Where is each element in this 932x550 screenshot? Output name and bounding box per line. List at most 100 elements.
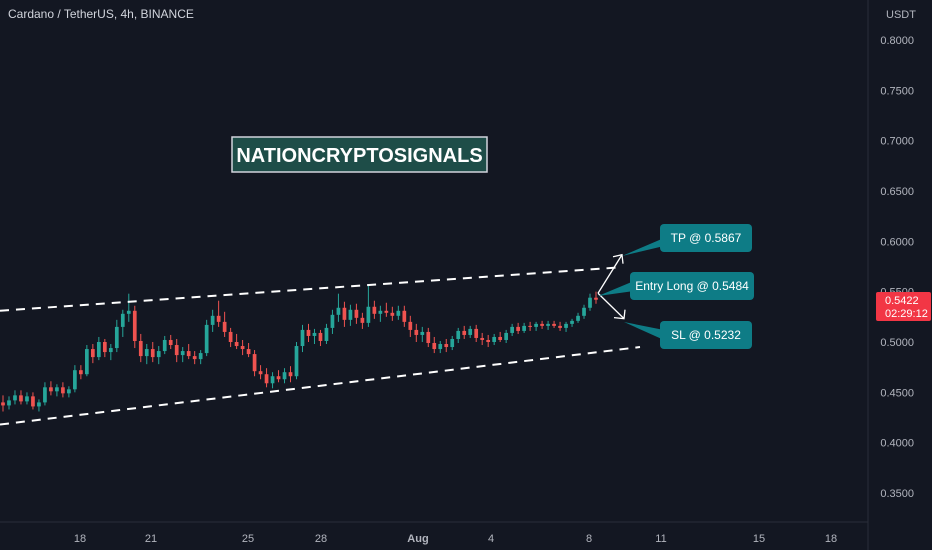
candle-body — [546, 323, 550, 326]
candle-body — [102, 342, 107, 353]
candle — [366, 284, 371, 327]
candle-body — [516, 326, 520, 331]
candle-body — [234, 342, 239, 347]
candle-body — [61, 387, 65, 394]
candle-body — [582, 307, 586, 316]
candle — [102, 338, 107, 358]
candle — [276, 370, 281, 383]
candle-body — [37, 402, 41, 407]
candle-body — [240, 346, 245, 350]
candle-body — [390, 312, 395, 316]
candle — [558, 321, 562, 331]
tp-callout-pointer — [622, 238, 664, 256]
candle — [348, 304, 353, 326]
candle — [450, 335, 455, 351]
symbol-title[interactable]: Cardano / TetherUS, 4h, BINANCE — [8, 7, 194, 21]
candle-body — [204, 324, 209, 354]
candle — [216, 300, 221, 327]
candle — [37, 399, 41, 412]
candle — [222, 311, 227, 337]
x-tick-label: 25 — [242, 533, 254, 545]
candle — [324, 323, 329, 345]
candle-body — [474, 328, 479, 338]
candle — [13, 390, 17, 405]
tp-callout-text: TP @ 0.5867 — [671, 231, 742, 245]
candle — [426, 327, 431, 348]
entry-callout[interactable]: Entry Long @ 0.5484 — [598, 272, 754, 300]
candle — [510, 323, 514, 336]
candle — [186, 344, 191, 360]
candle — [384, 302, 389, 317]
candle-body — [492, 336, 497, 342]
candle-body — [120, 313, 125, 327]
candle — [258, 365, 263, 380]
candle-body — [67, 389, 71, 394]
candle — [252, 350, 257, 377]
candle-body — [354, 309, 359, 318]
candle-body — [564, 323, 568, 328]
candle — [372, 300, 377, 319]
entry-callout-text: Entry Long @ 0.5484 — [635, 279, 749, 293]
candle — [120, 309, 125, 337]
channel-lower-line — [0, 346, 641, 426]
sl-arrow-line — [597, 292, 625, 320]
x-tick-label: 21 — [145, 533, 157, 545]
candle — [336, 293, 341, 322]
candle-body — [132, 310, 137, 341]
candle-body — [438, 344, 443, 350]
candle — [528, 321, 532, 331]
candle-body — [300, 329, 305, 347]
candle-body — [258, 371, 263, 375]
candle-body — [31, 396, 35, 407]
candle-body — [432, 343, 437, 350]
candle-body — [55, 387, 59, 392]
candle — [150, 342, 155, 363]
sl-callout[interactable]: SL @ 0.5232 — [624, 321, 752, 349]
candle — [438, 340, 443, 354]
tp-callout-box — [660, 224, 752, 252]
candle-body — [336, 307, 341, 315]
candle — [564, 321, 568, 332]
candle-body — [528, 325, 532, 327]
candle — [49, 381, 53, 396]
y-tick-label: 0.8000 — [880, 35, 914, 47]
candle — [570, 318, 574, 327]
candle — [108, 344, 113, 361]
candle-body — [576, 315, 580, 321]
candle — [468, 325, 473, 338]
tp-callout[interactable]: TP @ 0.5867 — [622, 224, 752, 256]
y-tick-label: 0.6000 — [880, 236, 914, 248]
candle — [85, 345, 89, 377]
candle-body — [43, 387, 47, 403]
last-price-tag: 0.5422 02:29:12 — [876, 292, 931, 321]
entry-callout-pointer — [598, 281, 634, 296]
candle — [156, 346, 161, 365]
candle — [96, 336, 101, 361]
candle-body — [570, 320, 574, 324]
candle-body — [85, 349, 89, 375]
candle-body — [462, 330, 467, 335]
y-tick-label: 0.3500 — [880, 488, 914, 500]
x-tick-label: 4 — [488, 533, 494, 545]
candle-body — [192, 356, 197, 360]
y-tick-label: 0.4500 — [880, 387, 914, 399]
candle — [132, 305, 137, 349]
candle-body — [594, 297, 598, 300]
candle — [486, 334, 491, 348]
y-tick-label: 0.5000 — [880, 337, 914, 349]
candle — [498, 331, 503, 342]
candle — [330, 309, 335, 334]
candle — [360, 312, 365, 329]
candle — [192, 351, 197, 365]
candle — [576, 312, 580, 323]
candle — [264, 368, 269, 388]
x-tick-label: 8 — [586, 533, 592, 545]
candle — [540, 320, 544, 329]
candle-body — [522, 325, 526, 331]
candle-body — [384, 310, 389, 313]
candle — [270, 372, 275, 389]
x-tick-label: 18 — [825, 533, 837, 545]
price-axis: 0.80000.75000.70000.65000.60000.55000.50… — [880, 35, 914, 500]
candle-body — [360, 317, 365, 323]
candle-body — [408, 321, 413, 330]
